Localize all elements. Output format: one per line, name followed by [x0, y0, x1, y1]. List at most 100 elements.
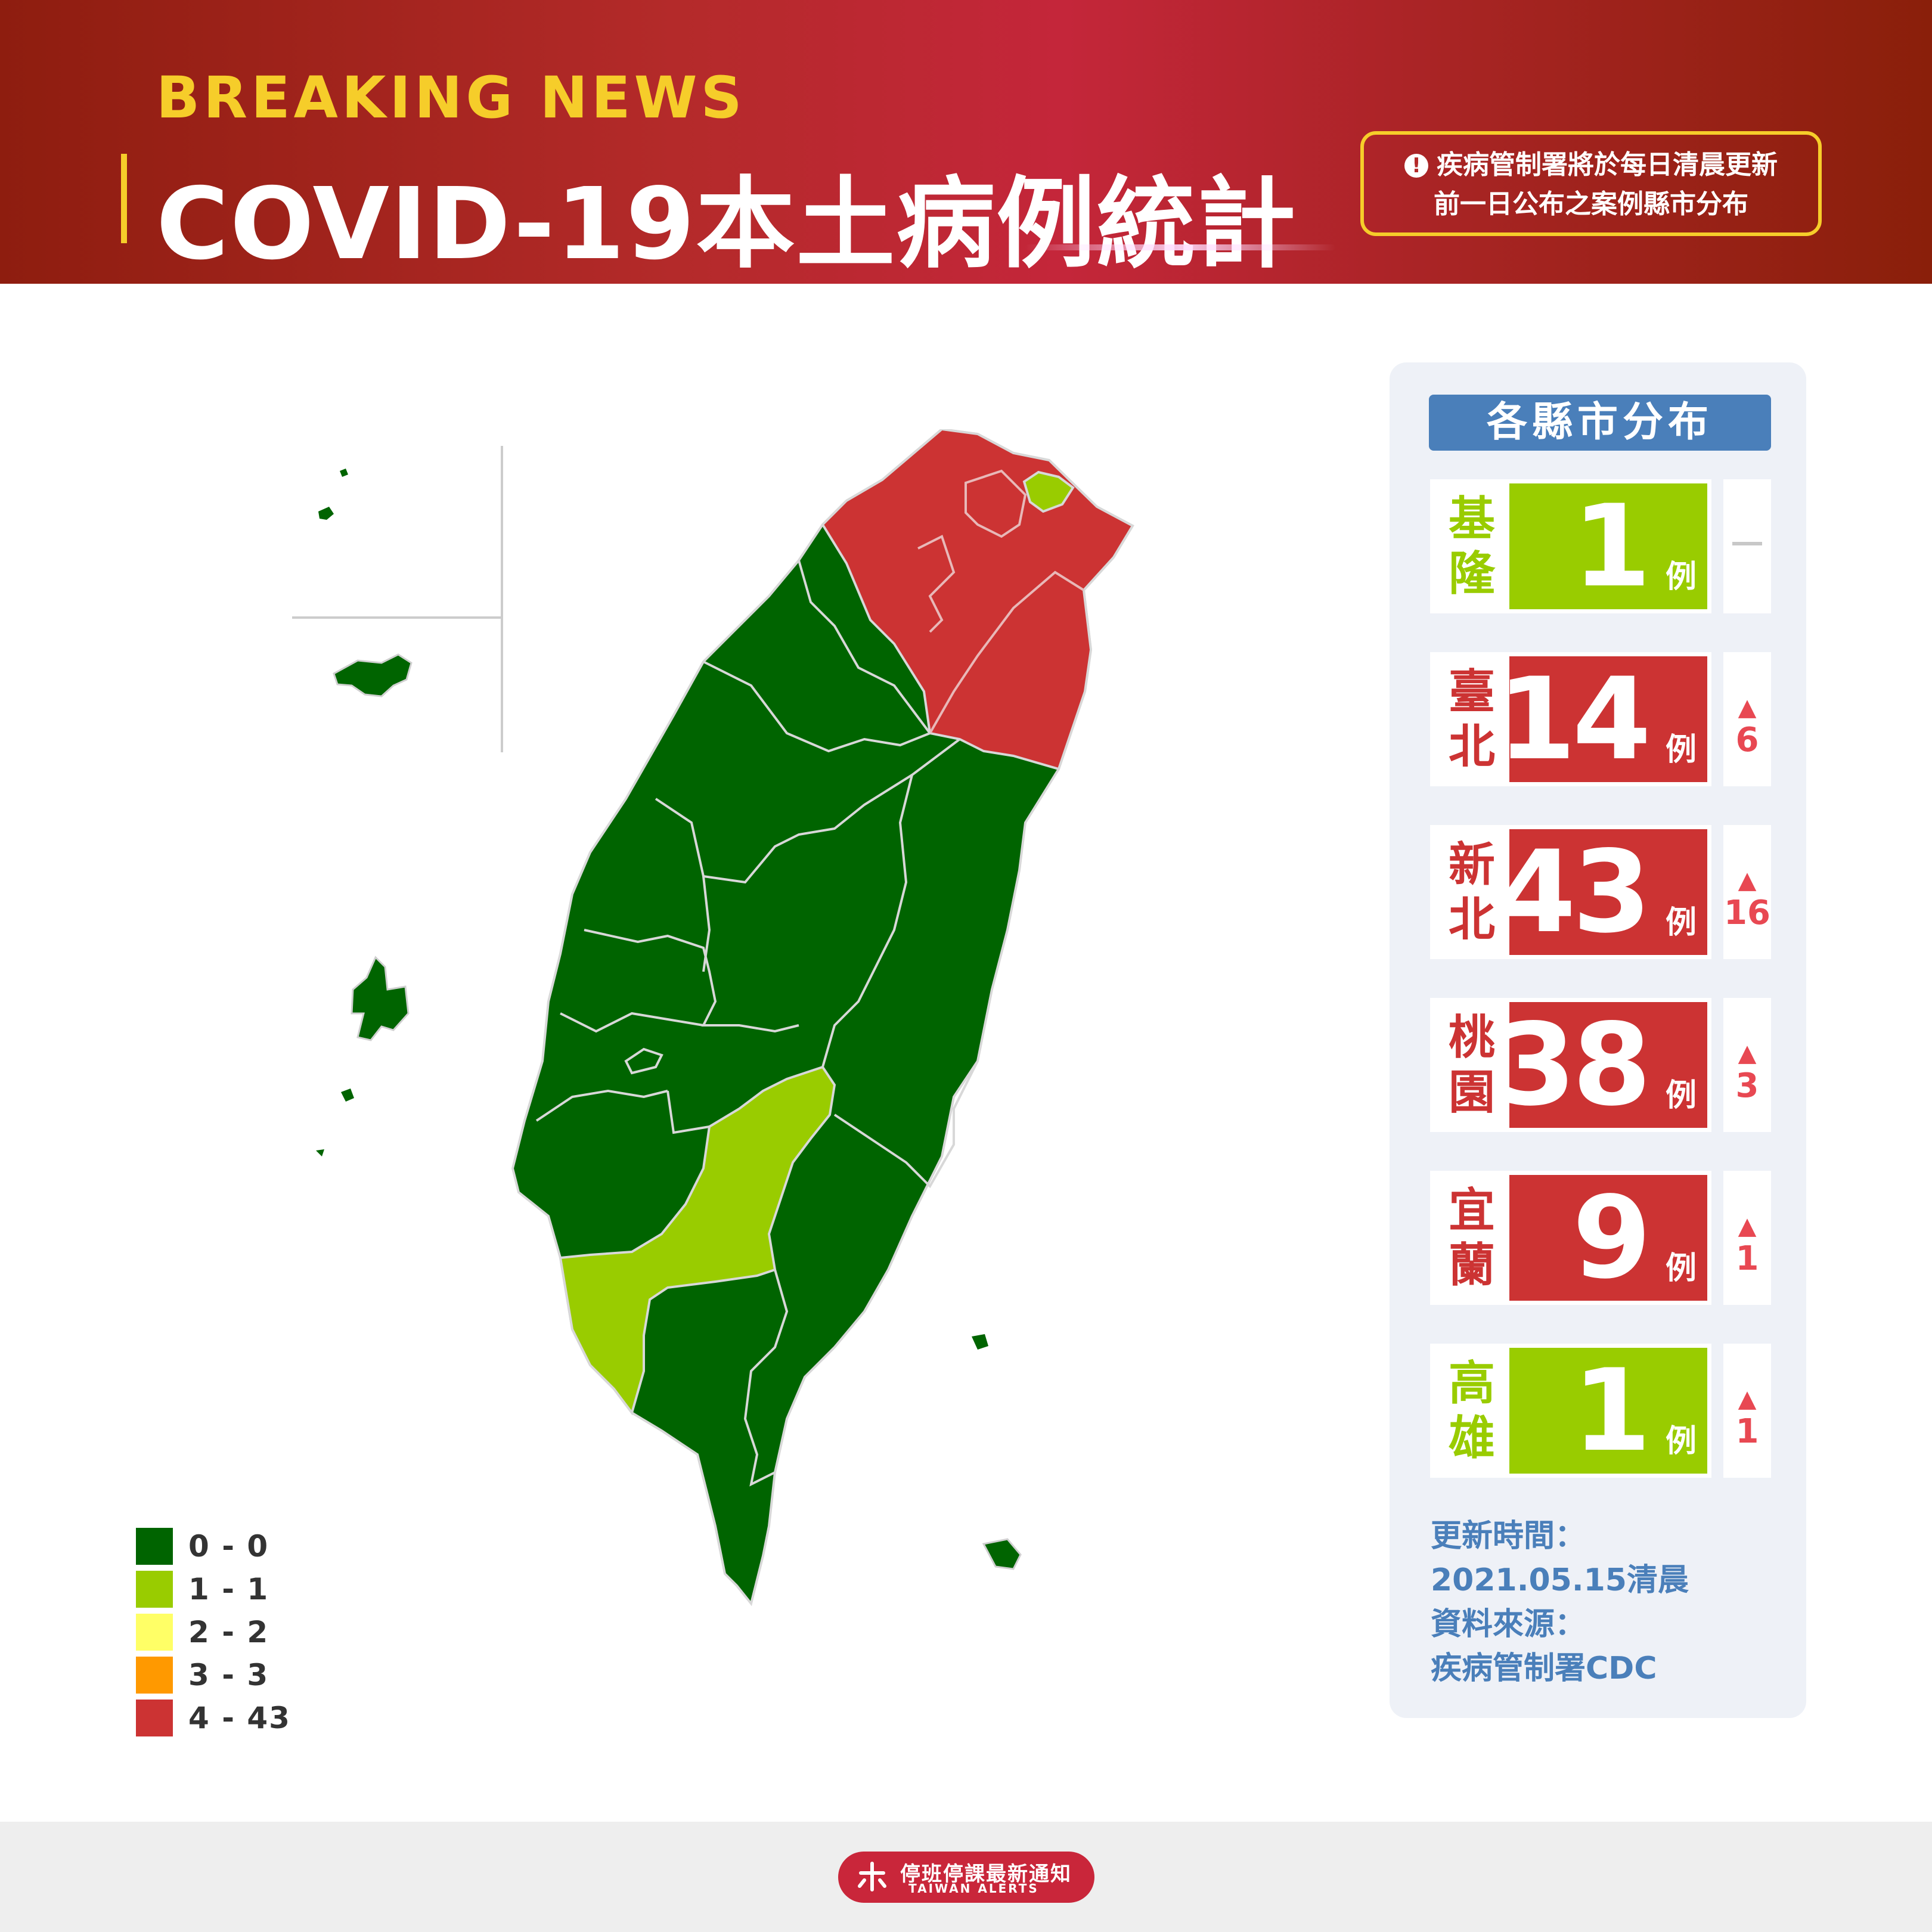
change-indicator: ▲ 1	[1723, 1344, 1771, 1478]
breaking-news-kicker: BREAKING NEWS	[156, 64, 746, 131]
light-flare	[1025, 244, 1335, 250]
legend-row: 2 - 2	[136, 1611, 291, 1654]
title-accent-bar	[121, 154, 127, 243]
source-value: 疾病管制署CDC	[1431, 1651, 1657, 1686]
legend-row: 3 - 3	[136, 1654, 291, 1697]
case-unit: 例	[1665, 1424, 1697, 1459]
update-label: 更新時間：	[1431, 1518, 1586, 1554]
county-border-8	[535, 1089, 668, 1122]
exclamation-icon: !	[1404, 154, 1428, 178]
legend-swatch	[136, 1614, 173, 1651]
up-triangle-icon: ▲	[1738, 867, 1757, 894]
legend-swatch	[136, 1657, 173, 1694]
legend-label: 3 - 3	[188, 1658, 269, 1692]
county-border-1	[798, 560, 931, 734]
case-unit: 例	[1665, 905, 1697, 941]
case-count: 1	[1572, 480, 1651, 612]
case-unit: 例	[1665, 732, 1697, 768]
legend-label: 0 - 0	[188, 1529, 269, 1564]
source-label: 資料來源：	[1431, 1607, 1586, 1642]
map-legend: 0 - 0 1 - 1 2 - 2 3 - 3 4 - 43	[136, 1525, 291, 1739]
county-border-2	[703, 660, 931, 753]
case-unit: 例	[1665, 559, 1697, 595]
notice-line-2: 前一日公布之案例縣市分布	[1434, 189, 1748, 219]
county-border-3	[655, 738, 961, 884]
update-value: 2021.05.15清晨	[1431, 1562, 1689, 1598]
notice-line-1: 疾病管制署將於每日清晨更新	[1437, 150, 1778, 180]
keelung-region	[1022, 470, 1075, 513]
brand-name: 停班停課最新通知	[900, 1862, 1072, 1886]
taipei-city-border	[965, 469, 1027, 538]
change-indicator: ▲ 3	[1723, 998, 1771, 1132]
legend-swatch	[136, 1571, 173, 1608]
north-inner-border	[917, 535, 956, 633]
green-island	[972, 1334, 988, 1350]
up-triangle-icon: ▲	[1738, 1385, 1757, 1413]
change-value: 16	[1724, 894, 1770, 932]
kinmen-island	[333, 653, 413, 697]
matsu-island	[318, 507, 334, 520]
kaohsiung-region	[559, 1065, 836, 1416]
county-border-9	[666, 1090, 710, 1134]
matsu-island-2	[340, 469, 348, 477]
legend-label: 1 - 1	[188, 1572, 269, 1607]
taiwan-map	[292, 429, 1134, 1607]
update-notice: ! 疾病管制署將於每日清晨更新 前一日公布之案例縣市分布	[1360, 131, 1822, 236]
case-count: 43	[1497, 826, 1651, 958]
penghu-islands	[351, 956, 410, 1041]
case-count: 14	[1497, 653, 1651, 785]
case-count: 1	[1572, 1345, 1651, 1477]
county-border-6	[821, 774, 913, 1068]
legend-row: 4 - 43	[136, 1697, 291, 1739]
county-border-11	[743, 1269, 789, 1487]
page-title: COVID-19本土病例統計	[156, 167, 1297, 282]
no-change-dash-icon	[1732, 542, 1762, 545]
change-value: 1	[1735, 1412, 1759, 1451]
case-count: 9	[1572, 1172, 1651, 1304]
up-triangle-icon: ▲	[1738, 1040, 1757, 1067]
orchid-island	[982, 1538, 1022, 1570]
county-card-kaohsiung: 高雄 1 例	[1430, 1344, 1711, 1478]
county-border-7	[560, 1012, 704, 1033]
up-triangle-icon: ▲	[1738, 694, 1757, 721]
legend-row: 1 - 1	[136, 1568, 291, 1611]
case-count: 38	[1497, 999, 1651, 1131]
header-banner: BREAKING NEWS COVID-19本土病例統計 ! 疾病管制署將於每日清…	[0, 0, 1932, 284]
legend-swatch	[136, 1528, 173, 1565]
county-border-5	[702, 876, 711, 972]
county-name: 桃園	[1434, 1002, 1509, 1128]
penghu-islet	[341, 1089, 354, 1102]
county-border-10	[833, 1060, 979, 1189]
county-name: 宜蘭	[1434, 1175, 1509, 1301]
county-name: 臺北	[1434, 656, 1509, 782]
county-card-taipei: 臺北 14 例	[1430, 652, 1711, 786]
up-triangle-icon: ▲	[1738, 1212, 1757, 1240]
legend-swatch	[136, 1700, 173, 1736]
county-name: 基隆	[1434, 483, 1509, 609]
change-value: 1	[1735, 1239, 1759, 1278]
county-name: 高雄	[1434, 1348, 1509, 1474]
change-value: 6	[1735, 721, 1759, 759]
county-card-new-taipei: 新北 43 例	[1430, 825, 1711, 959]
taiwan-alerts-logo-icon	[858, 1862, 886, 1891]
change-indicator: ▲ 16	[1723, 825, 1771, 959]
change-indicator	[1723, 479, 1771, 613]
county-card-keelung: 基隆 1 例	[1430, 479, 1711, 613]
county-card-taoyuan: 桃園 38 例	[1430, 998, 1711, 1132]
legend-label: 2 - 2	[188, 1615, 269, 1649]
county-name: 新北	[1434, 829, 1509, 955]
change-value: 3	[1735, 1066, 1759, 1105]
county-border-4	[584, 929, 799, 1033]
new-taipei-taipei-region	[821, 429, 1134, 771]
county-distribution-panel: 各縣市分布 基隆 1 例 臺北 14 例 ▲ 6 新北 43 例 ▲ 16 桃園 3…	[1390, 362, 1806, 1718]
legend-row: 0 - 0	[136, 1525, 291, 1568]
brand-badge: 停班停課最新通知 TAIWAN ALERTS	[838, 1852, 1094, 1903]
update-info: 更新時間： 2021.05.15清晨 資料來源： 疾病管制署CDC	[1431, 1514, 1689, 1691]
panel-title: 各縣市分布	[1429, 395, 1771, 451]
brand-subtitle: TAIWAN ALERTS	[908, 1881, 1039, 1896]
county-card-yilan: 宜蘭 9 例	[1430, 1171, 1711, 1305]
case-unit: 例	[1665, 1251, 1697, 1286]
penghu-islet-2	[316, 1149, 324, 1156]
change-indicator: ▲ 6	[1723, 652, 1771, 786]
north-county-border	[929, 570, 1085, 734]
